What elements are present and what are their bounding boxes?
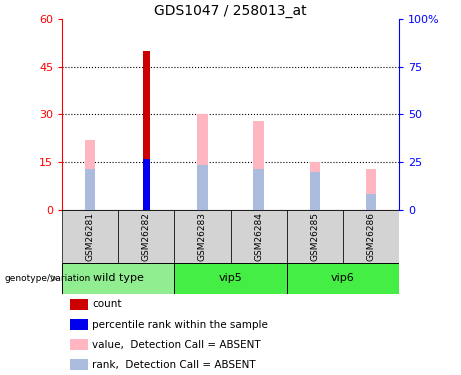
Text: GSM26285: GSM26285 (310, 212, 319, 261)
Bar (310, 172, 319, 210)
Text: wild type: wild type (93, 273, 144, 284)
Text: GSM26281: GSM26281 (86, 212, 95, 261)
Bar (118, 210, 174, 262)
Bar (197, 114, 207, 210)
Bar (143, 159, 150, 210)
Bar (310, 162, 319, 210)
Bar (174, 262, 287, 294)
Text: GSM26282: GSM26282 (142, 212, 151, 261)
Text: genotype/variation: genotype/variation (5, 274, 91, 283)
Bar (85, 169, 95, 210)
Bar (197, 165, 207, 210)
Text: GSM26283: GSM26283 (198, 212, 207, 261)
Text: rank,  Detection Call = ABSENT: rank, Detection Call = ABSENT (92, 360, 255, 370)
Bar (366, 194, 376, 210)
Bar (254, 169, 264, 210)
Bar (70, 319, 88, 330)
Bar (62, 262, 174, 294)
Text: vip6: vip6 (331, 273, 355, 284)
Text: GSM26284: GSM26284 (254, 212, 263, 261)
Text: GSM26286: GSM26286 (366, 212, 375, 261)
Bar (343, 210, 399, 262)
Bar (254, 121, 264, 210)
Bar (366, 169, 376, 210)
Text: value,  Detection Call = ABSENT: value, Detection Call = ABSENT (92, 340, 260, 350)
Bar (143, 51, 150, 210)
Text: count: count (92, 300, 121, 309)
Bar (230, 210, 287, 262)
Text: percentile rank within the sample: percentile rank within the sample (92, 320, 268, 330)
Bar (70, 359, 88, 370)
Title: GDS1047 / 258013_at: GDS1047 / 258013_at (154, 4, 307, 18)
Text: vip5: vip5 (219, 273, 242, 284)
Bar (287, 262, 399, 294)
Bar (62, 210, 118, 262)
Bar (70, 299, 88, 310)
Bar (174, 210, 230, 262)
Bar (287, 210, 343, 262)
Bar (70, 339, 88, 350)
Bar (85, 140, 95, 210)
